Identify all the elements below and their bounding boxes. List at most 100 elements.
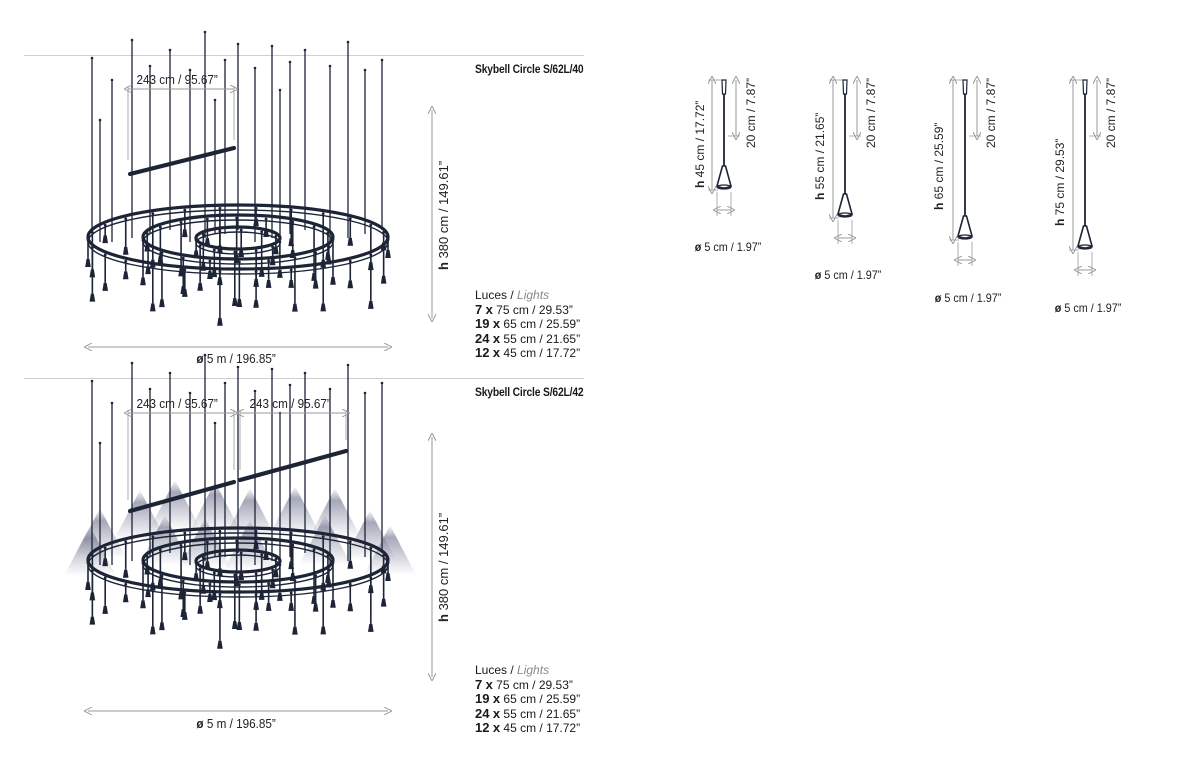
pendant-shade: [325, 574, 331, 583]
pendant-top: [160, 574, 164, 578]
pendant-4-cable: 20 cm / 7.87”: [1104, 77, 1118, 148]
pendant-shade: [265, 279, 272, 288]
pendant-top: [233, 250, 237, 254]
ceiling-anchor: [270, 367, 274, 371]
pendant-1-cable: 20 cm / 7.87”: [744, 77, 758, 148]
pendant-shade: [102, 235, 108, 244]
pendant-top: [194, 238, 198, 242]
pendant-4-diameter: ø 5 cm / 1.97”: [1054, 301, 1122, 315]
pendant-shade: [217, 277, 223, 286]
pendant-top: [326, 231, 330, 235]
diagram-1-title: Skybell Circle S/62L/40: [475, 62, 584, 76]
pendant-top: [90, 553, 94, 557]
ceiling-anchor: [380, 58, 384, 62]
pendant-shade: [200, 585, 207, 594]
pendant-top: [382, 553, 386, 557]
pendant-2-cable: 20 cm / 7.87”: [864, 77, 878, 148]
pendant-shade: [253, 278, 259, 287]
pendant-shade: [207, 271, 213, 280]
pendant-shade: [312, 280, 319, 289]
pendant-top: [254, 572, 258, 576]
pendant-top: [124, 582, 128, 586]
pendant-top: [278, 563, 282, 567]
pendant-shade: [325, 251, 331, 260]
pendant-shade: [178, 268, 184, 277]
pendant-shade: [320, 259, 327, 268]
pendant-shade: [182, 229, 188, 238]
pendant-top: [103, 223, 107, 227]
pendant-top: [86, 561, 90, 565]
pendant-shade: [380, 598, 387, 607]
pendant-top: [151, 212, 155, 216]
ceiling-anchor: [346, 363, 350, 367]
pendant-top: [264, 217, 268, 221]
pendant-shade: [292, 626, 298, 635]
pendant-top: [124, 540, 128, 544]
pendant-top: [386, 238, 390, 242]
pendant-shade: [145, 589, 151, 598]
pendant-shade: [238, 572, 245, 581]
pendant-2-shade-rim: [837, 212, 853, 218]
height-symbol: h: [436, 614, 451, 622]
ceiling-anchor: [130, 361, 134, 365]
pendant-shade: [265, 602, 272, 611]
ceiling-anchor: [213, 98, 217, 102]
pendant-shade: [145, 266, 151, 275]
pendant-top: [326, 554, 330, 558]
top-separator: [24, 55, 584, 56]
pendant-shade: [330, 599, 336, 608]
pendant-shade: [288, 602, 294, 611]
pendant-2-diameter: ø 5 cm / 1.97”: [814, 268, 882, 282]
diagram-1-height: h 380 cm / 149.61”: [436, 161, 451, 270]
diagram-2-lights-list: Luces / Lights 7 x 75 cm / 29.53” 19 x 6…: [475, 663, 580, 736]
pendant-top: [291, 543, 295, 547]
ceiling-anchor: [346, 40, 350, 44]
pendant-shade: [157, 578, 164, 587]
diameter-value: 5 m / 196.85”: [206, 716, 276, 731]
suspension-bar: [127, 145, 237, 177]
diagram-2-title: Skybell Circle S/62L/42: [475, 385, 584, 399]
height-value: 380 cm / 149.61”: [436, 512, 451, 611]
pendant-top: [264, 540, 268, 544]
pendant-shade: [273, 246, 279, 255]
pendant-shade: [102, 282, 108, 291]
ceiling-anchor: [130, 38, 134, 42]
ceiling-anchor: [90, 56, 94, 60]
ceiling-anchor: [363, 391, 367, 395]
ceiling-anchor: [98, 441, 102, 445]
pendant-top: [321, 212, 325, 216]
lights-row: 24 x 55 cm / 21.65”: [475, 705, 581, 721]
pendant-top: [151, 535, 155, 539]
pendant-top: [201, 233, 205, 237]
pendant-1-connector: [721, 79, 727, 95]
pendant-shade: [347, 280, 354, 289]
pendant-top: [198, 244, 202, 248]
ceiling-anchor: [288, 383, 292, 387]
ceiling-anchor: [168, 371, 172, 375]
pendant-shade: [380, 242, 387, 251]
pendant-shade: [236, 621, 243, 630]
pendant-top: [183, 531, 187, 535]
pendant-shade: [89, 592, 96, 601]
pendant-shade: [368, 585, 374, 594]
pendant-3-diameter: ø 5 cm / 1.97”: [934, 291, 1002, 305]
light-glow: [309, 488, 361, 538]
pendant-shade: [238, 249, 245, 258]
pendant-top: [201, 556, 205, 560]
pendant-shade: [258, 268, 265, 277]
pendant-1-shade-rim: [716, 184, 732, 190]
pendant-top: [124, 217, 128, 221]
pendant-shade: [253, 601, 259, 610]
diagram-1-bar-width: 243 cm / 95.67”: [136, 72, 218, 87]
pendant-shade: [312, 603, 319, 612]
pendant-top: [183, 591, 187, 595]
pendant-shade: [320, 303, 327, 312]
pendant-shade: [289, 573, 296, 582]
pendant-top: [331, 561, 335, 565]
ceiling-anchor: [90, 379, 94, 383]
pendant-shade: [330, 276, 336, 285]
ceiling-anchor: [328, 64, 332, 68]
light-glow: [269, 486, 321, 536]
pendant-shade: [258, 591, 265, 600]
pendant-top: [179, 543, 183, 547]
